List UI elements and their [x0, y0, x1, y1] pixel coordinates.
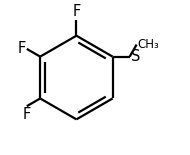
Text: S: S [131, 49, 140, 64]
Text: F: F [23, 107, 31, 122]
Text: F: F [72, 4, 81, 19]
Text: CH₃: CH₃ [137, 38, 159, 51]
Text: F: F [18, 41, 26, 56]
